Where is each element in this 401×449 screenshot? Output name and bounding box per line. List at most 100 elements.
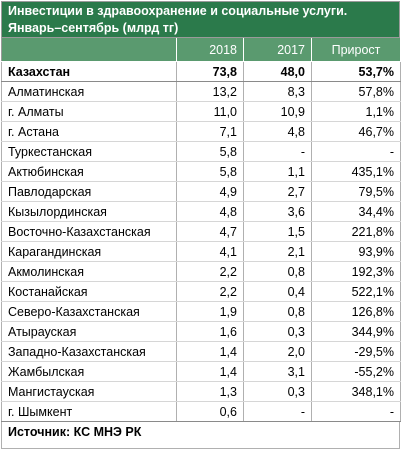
data-table: 2018 2017 Прирост Казахстан 73,8 48,0 53,7%…	[1, 38, 401, 422]
value-2018-cell: 4,1	[176, 241, 244, 262]
table-row: Восточно-Казахстанская 4,7 1,5 221,8%	[1, 221, 401, 242]
value-2017-cell: 4,8	[243, 121, 312, 142]
value-2017-cell: -	[243, 401, 312, 422]
value-2018-cell: 1,4	[176, 341, 244, 362]
region-cell: Жамбылская	[1, 361, 177, 382]
region-cell: Северо-Казахстанская	[1, 301, 177, 322]
value-2017-cell: 3,1	[243, 361, 312, 382]
region-cell: Казахстан	[1, 61, 177, 82]
region-cell: г. Алматы	[1, 101, 177, 122]
source-note: Источник: КС МНЭ РК	[1, 422, 400, 449]
header-region	[1, 38, 177, 62]
region-cell: Западно-Казахстанская	[1, 341, 177, 362]
value-2018-cell: 1,4	[176, 361, 244, 382]
table-row: Туркестанская 5,8- -	[1, 141, 401, 162]
table-row: Костанайская 2,2 0,4 522,1%	[1, 281, 401, 302]
region-cell: Карагандинская	[1, 241, 177, 262]
value-2018-cell: 2,2	[176, 281, 244, 302]
table-row: г. Шымкент 0,6- -	[1, 401, 401, 422]
growth-cell: -55,2%	[311, 361, 401, 382]
growth-cell: 79,5%	[311, 181, 401, 202]
value-2018-cell: 73,8	[176, 61, 244, 82]
region-cell: Атырауская	[1, 321, 177, 342]
table-row: г. Астана 7,1 4,8 46,7%	[1, 121, 401, 142]
growth-cell: -29,5%	[311, 341, 401, 362]
value-2017-cell: 10,9	[243, 101, 312, 122]
value-2017-cell: 2,0	[243, 341, 312, 362]
region-cell: Мангистауская	[1, 381, 177, 402]
value-2017-cell: 2,1	[243, 241, 312, 262]
title-line-2: Январь–сентябрь (млрд тг)	[8, 21, 179, 35]
value-2018-cell: 2,2	[176, 261, 244, 282]
growth-cell: -	[311, 401, 401, 422]
table-row: г. Алматы 11,0 10,9 1,1%	[1, 101, 401, 122]
region-cell: Павлодарская	[1, 181, 177, 202]
value-2018-cell: 7,1	[176, 121, 244, 142]
value-2018-cell: 5,8	[176, 161, 244, 182]
value-2018-cell: 1,3	[176, 381, 244, 402]
value-2018-cell: 1,9	[176, 301, 244, 322]
header-2018: 2018	[176, 38, 244, 62]
table-row: Мангистауская 1,3 0,3 348,1%	[1, 381, 401, 402]
table-row: Кызылординская 4,8 3,6 34,4%	[1, 201, 401, 222]
region-cell: Актюбинская	[1, 161, 177, 182]
table-row: Алматинская 13,2 8,3 57,8%	[1, 81, 401, 102]
title-line-1: Инвестиции в здравоохранение и социальны…	[8, 4, 348, 18]
region-cell: Акмолинская	[1, 261, 177, 282]
region-cell: г. Шымкент	[1, 401, 177, 422]
value-2017-cell: 0,8	[243, 261, 312, 282]
table-row: Акмолинская 2,2 0,8 192,3%	[1, 261, 401, 282]
region-cell: Туркестанская	[1, 141, 177, 162]
value-2017-cell: 2,7	[243, 181, 312, 202]
table-row: Жамбылская 1,4 3,1 -55,2%	[1, 361, 401, 382]
value-2018-cell: 13,2	[176, 81, 244, 102]
region-cell: Алматинская	[1, 81, 177, 102]
table-row: Атырауская 1,6 0,3 344,9%	[1, 321, 401, 342]
growth-cell: 435,1%	[311, 161, 401, 182]
value-2018-cell: 11,0	[176, 101, 244, 122]
value-2017-cell: 8,3	[243, 81, 312, 102]
table-row: Западно-Казахстанская 1,4 2,0 -29,5%	[1, 341, 401, 362]
value-2018-cell: 4,9	[176, 181, 244, 202]
value-2018-cell: 1,6	[176, 321, 244, 342]
value-2017-cell: 0,3	[243, 381, 312, 402]
value-2017-cell: 0,3	[243, 321, 312, 342]
value-2017-cell: 1,5	[243, 221, 312, 242]
table-title: Инвестиции в здравоохранение и социальны…	[1, 1, 400, 38]
table-row: Северо-Казахстанская 1,9 0,8 126,8%	[1, 301, 401, 322]
value-2018-cell: 5,8	[176, 141, 244, 162]
header-row: 2018 2017 Прирост	[1, 38, 401, 62]
growth-cell: 53,7%	[311, 61, 401, 82]
total-row: Казахстан 73,8 48,0 53,7%	[1, 61, 401, 82]
growth-cell: 221,8%	[311, 221, 401, 242]
table-body: Казахстан 73,8 48,0 53,7% Алматинская 13,2 8,3…	[1, 61, 401, 422]
region-cell: г. Астана	[1, 121, 177, 142]
growth-cell: 344,9%	[311, 321, 401, 342]
value-2018-cell: 4,8	[176, 201, 244, 222]
growth-cell: 93,9%	[311, 241, 401, 262]
header-2017: 2017	[243, 38, 312, 62]
growth-cell: 192,3%	[311, 261, 401, 282]
growth-cell: 57,8%	[311, 81, 401, 102]
value-2017-cell: 3,6	[243, 201, 312, 222]
growth-cell: 1,1%	[311, 101, 401, 122]
table-row: Актюбинская 5,8 1,1 435,1%	[1, 161, 401, 182]
growth-cell: 46,7%	[311, 121, 401, 142]
value-2018-cell: 0,6	[176, 401, 244, 422]
table-row: Павлодарская 4,9 2,7 79,5%	[1, 181, 401, 202]
growth-cell: 34,4%	[311, 201, 401, 222]
growth-cell: -	[311, 141, 401, 162]
table-row: Карагандинская 4,1 2,1 93,9%	[1, 241, 401, 262]
growth-cell: 348,1%	[311, 381, 401, 402]
value-2017-cell: 1,1	[243, 161, 312, 182]
region-cell: Восточно-Казахстанская	[1, 221, 177, 242]
header-growth: Прирост	[311, 38, 401, 62]
region-cell: Кызылординская	[1, 201, 177, 222]
growth-cell: 522,1%	[311, 281, 401, 302]
growth-cell: 126,8%	[311, 301, 401, 322]
region-cell: Костанайская	[1, 281, 177, 302]
value-2017-cell: 0,4	[243, 281, 312, 302]
value-2017-cell: 48,0	[243, 61, 312, 82]
value-2017-cell: 0,8	[243, 301, 312, 322]
